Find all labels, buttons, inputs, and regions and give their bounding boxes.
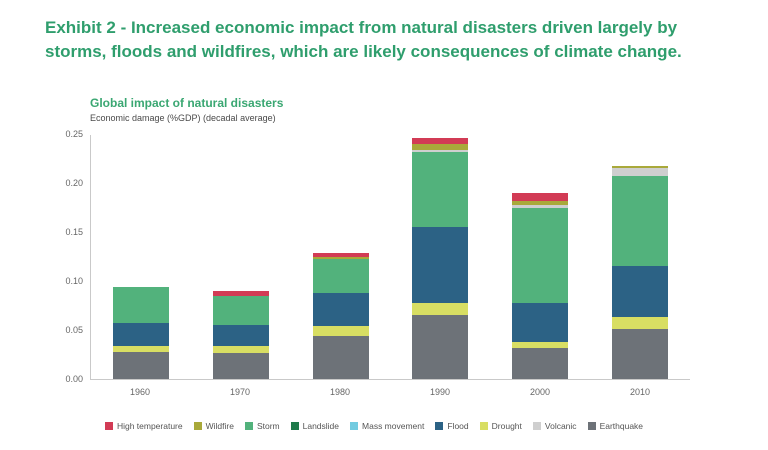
legend-label: Flood: [447, 421, 469, 431]
bar-segment-high-temperature: [512, 192, 569, 201]
bar-slot: [390, 135, 490, 379]
y-tick-label: 0.00: [65, 374, 83, 384]
bar-segment-storm: [612, 176, 669, 267]
legend-swatch-drought: [479, 422, 488, 430]
x-tick-label: 1980: [329, 387, 351, 397]
bar-slot: [91, 135, 191, 379]
bar-segment-volcanic: [512, 204, 569, 208]
bar-segment-high-temperature: [312, 252, 369, 257]
bar-segment-storm: [412, 151, 469, 228]
bar-slot: [590, 135, 690, 379]
bar-segment-volcanic: [412, 149, 469, 152]
bar-segment-flood: [412, 227, 469, 303]
legend-label: Landslide: [302, 421, 340, 431]
legend-item-high-temperature: High temperature: [104, 421, 183, 431]
legend-swatch-earthquake: [587, 422, 596, 430]
legend-swatch-flood: [435, 422, 444, 430]
bar-1970: [212, 290, 269, 379]
bar-slot: [191, 135, 291, 379]
bar-segment-drought: [112, 345, 169, 352]
bar-segment-earthquake: [112, 351, 169, 379]
bar-slot: [291, 135, 391, 379]
legend-label: Wildfire: [205, 421, 234, 431]
bar-segment-storm: [112, 286, 169, 324]
legend-item-mass-movement: Mass movement: [350, 421, 424, 431]
y-axis: 0.00 0.05 0.10 0.15 0.20 0.25: [58, 129, 90, 384]
bar-2010: [612, 166, 669, 379]
bar-segment-storm: [312, 259, 369, 293]
bar-segment-earthquake: [612, 329, 669, 379]
x-axis-labels: 1960 1970 1980 1990 2000 2010: [90, 387, 690, 397]
legend-label: Earthquake: [599, 421, 644, 431]
x-tick-label: 2010: [629, 387, 651, 397]
bar-segment-flood: [312, 292, 369, 327]
legend-swatch-storm: [244, 422, 253, 430]
bar-2000: [512, 192, 569, 379]
bar-segment-high-temperature: [212, 290, 269, 296]
legend-label: High temperature: [116, 421, 183, 431]
plot-area: [90, 135, 690, 380]
x-tick-label: 1990: [429, 387, 451, 397]
legend-item-volcanic: Volcanic: [532, 421, 577, 431]
legend-swatch-wildfire: [193, 422, 202, 430]
y-tick-label: 0.20: [65, 178, 83, 188]
bar-segment-high-temperature: [412, 137, 469, 144]
y-tick-label: 0.05: [65, 325, 83, 335]
legend-item-wildfire: Wildfire: [193, 421, 234, 431]
y-tick-label: 0.15: [65, 227, 83, 237]
plot-wrap: 0.00 0.05 0.10 0.15 0.20 0.25 1960 1970 1980 199…: [58, 129, 718, 397]
legend-item-landslide: Landslide: [290, 421, 340, 431]
bar-segment-storm: [212, 295, 269, 326]
bar-slot: [490, 135, 590, 379]
plot-column: 1960 1970 1980 1990 2000 2010: [90, 135, 690, 397]
bar-segment-wildfire: [412, 143, 469, 150]
legend-swatch-high-temperature: [104, 422, 113, 430]
legend-label: Drought: [491, 421, 522, 431]
x-tick-label: 1970: [229, 387, 251, 397]
bar-segment-flood: [112, 323, 169, 346]
bar-1960: [112, 286, 169, 379]
bar-segment-drought: [412, 302, 469, 316]
legend-item-storm: Storm: [244, 421, 280, 431]
legend-label: Volcanic: [544, 421, 577, 431]
bar-segment-flood: [512, 302, 569, 342]
chart-subtitle: Economic damage (%GDP) (decadal average): [90, 113, 276, 123]
exhibit-heading: Exhibit 2 - Increased economic impact fr…: [45, 18, 682, 61]
legend-item-flood: Flood: [435, 421, 469, 431]
legend-item-drought: Drought: [479, 421, 522, 431]
y-tick-label: 0.25: [65, 129, 83, 139]
bar-segment-wildfire: [512, 200, 569, 205]
bar-segment-drought: [612, 317, 669, 330]
bar-segment-flood: [212, 325, 269, 346]
legend-swatch-volcanic: [532, 422, 541, 430]
bar-segment-wildfire: [612, 166, 669, 169]
y-tick-label: 0.10: [65, 276, 83, 286]
x-tick-label: 1960: [129, 387, 151, 397]
bar-segment-earthquake: [412, 315, 469, 379]
bar-1990: [412, 137, 469, 379]
legend-swatch-landslide: [290, 422, 299, 430]
legend-label: Mass movement: [362, 421, 425, 431]
bar-segment-earthquake: [212, 352, 269, 379]
bar-segment-earthquake: [312, 335, 369, 379]
legend-label: Storm: [256, 421, 280, 431]
legend-swatch-mass-movement: [350, 422, 359, 430]
bar-segment-storm: [512, 207, 569, 303]
x-tick-label: 2000: [529, 387, 551, 397]
bar-segment-flood: [612, 266, 669, 318]
bar-segment-drought: [512, 341, 569, 348]
bar-segment-volcanic: [612, 168, 669, 177]
bar-segment-drought: [312, 326, 369, 336]
bar-segment-drought: [212, 345, 269, 353]
chart-title: Global impact of natural disasters: [90, 96, 284, 110]
bar-segment-wildfire: [312, 256, 369, 260]
legend-item-earthquake: Earthquake: [587, 421, 644, 431]
bar-segment-earthquake: [512, 347, 569, 379]
bar-1980: [312, 252, 369, 379]
legend: High temperature Wildfire Storm Landslide Ma…: [58, 421, 690, 431]
chart: Global impact of natural disasters Econo…: [58, 96, 718, 431]
